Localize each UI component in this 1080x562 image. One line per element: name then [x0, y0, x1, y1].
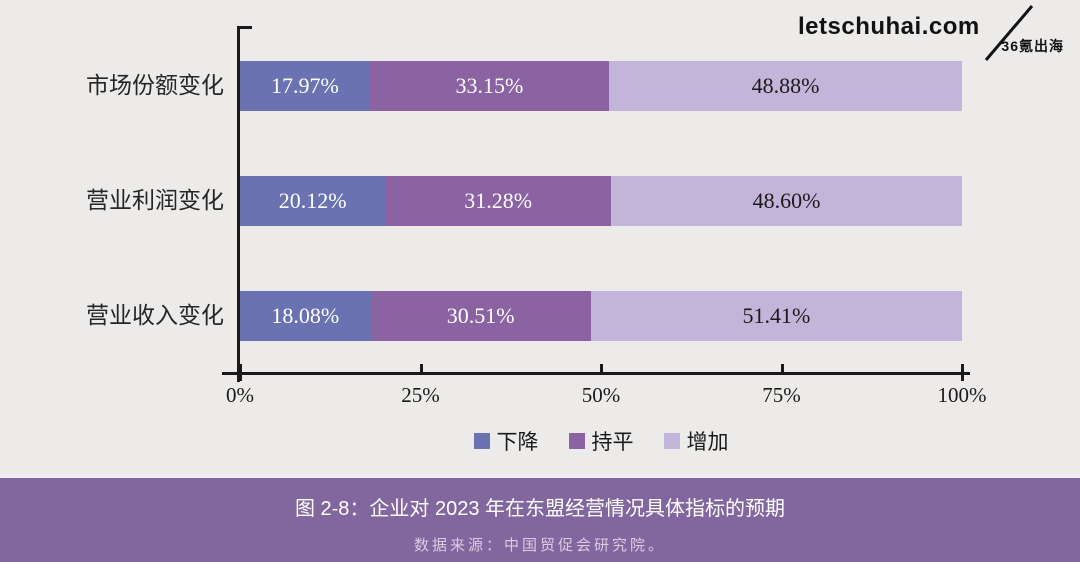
bar-value-label: 31.28%	[464, 188, 533, 213]
bar-value-label: 20.12%	[278, 188, 347, 213]
bar-value-label: 33.15%	[455, 73, 524, 98]
x-tick-label: 25%	[401, 383, 440, 407]
brand-logo-text: 36氪出海	[1001, 38, 1064, 54]
bar-segment: 48.60%	[611, 176, 962, 226]
x-tick-mark	[239, 364, 242, 381]
data-source-note: 数据来源：中国贸促会研究院。	[413, 538, 666, 554]
x-axis-line	[222, 372, 970, 375]
bar-value-label: 51.41%	[742, 303, 811, 328]
bar-segment: 51.41%	[590, 291, 962, 341]
legend-label: 持平	[591, 430, 634, 454]
x-tick-label: 75%	[762, 383, 801, 407]
category-label: 营业收入变化	[86, 303, 224, 328]
bar-segment: 20.12%	[240, 176, 386, 226]
legend-swatch	[473, 433, 490, 449]
caption-separator	[0, 474, 1080, 478]
figure-caption-bar: 图 2-8：企业对 2023 年在东盟经营情况具体指标的预期 数据来源：中国贸促…	[0, 478, 1080, 562]
legend-item: 增加	[663, 426, 729, 456]
legend-item: 下降	[473, 426, 539, 456]
legend-label: 下降	[496, 430, 539, 454]
x-tick-label: 50%	[581, 383, 621, 407]
category-label: 市场份额变化	[86, 73, 224, 98]
bar-value-label: 48.88%	[751, 73, 820, 98]
bar-segment: 18.08%	[240, 291, 371, 341]
bar-segment: 31.28%	[385, 176, 612, 226]
y-axis-top-tick	[237, 26, 252, 29]
chart-legend: 下降 持平 增加	[240, 426, 962, 456]
category-label: 营业利润变化	[86, 188, 224, 213]
bar-segment: 48.88%	[609, 61, 962, 111]
logo-slash-icon	[974, 4, 1038, 67]
x-tick-mark	[780, 364, 784, 372]
x-tick-label: 0%	[226, 383, 254, 407]
x-tick-label: 100%	[937, 383, 987, 407]
site-logo: letschuhai.com 36氪出海	[798, 5, 1066, 61]
y-axis-line	[237, 26, 240, 382]
site-logo-text: letschuhai.com	[798, 13, 980, 40]
legend-swatch	[663, 433, 680, 449]
bar-segment: 17.97%	[240, 61, 370, 111]
x-tick-mark	[600, 364, 603, 372]
figure-title: 图 2-8：企业对 2023 年在东盟经营情况具体指标的预期	[294, 498, 786, 520]
bar-segment: 30.51%	[370, 291, 591, 341]
bar-value-label: 48.60%	[752, 188, 821, 213]
legend-item: 持平	[568, 426, 634, 456]
bar-value-label: 18.08%	[271, 303, 340, 328]
bar-segment: 33.15%	[369, 61, 610, 111]
legend-swatch	[568, 433, 585, 449]
bar-value-label: 17.97%	[270, 73, 339, 98]
x-tick-mark	[419, 364, 423, 372]
bar-value-label: 30.51%	[446, 303, 515, 328]
legend-label: 增加	[686, 430, 729, 454]
x-tick-mark	[961, 364, 964, 381]
